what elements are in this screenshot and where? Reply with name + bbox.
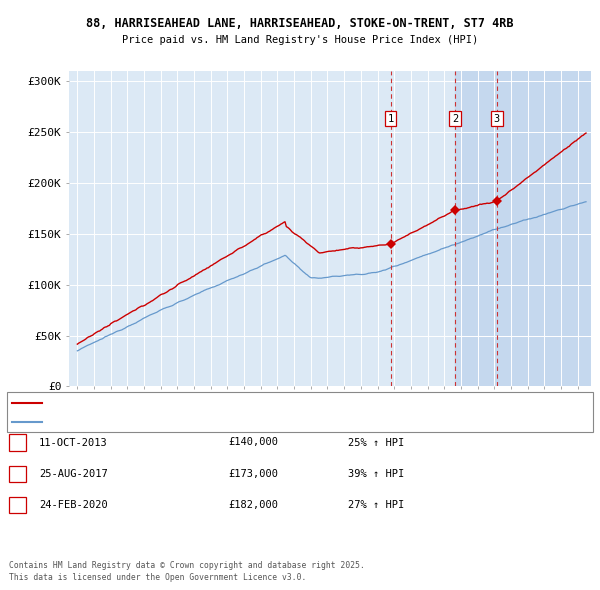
Text: Price paid vs. HM Land Registry's House Price Index (HPI): Price paid vs. HM Land Registry's House … (122, 35, 478, 44)
Bar (455, 71, 595, 386)
Text: 1: 1 (14, 438, 20, 447)
Text: £140,000: £140,000 (228, 438, 278, 447)
Text: 24-FEB-2020: 24-FEB-2020 (39, 500, 108, 510)
Text: 88, HARRISEAHEAD LANE, HARRISEAHEAD, STOKE-ON-TRENT, ST7 4RB: 88, HARRISEAHEAD LANE, HARRISEAHEAD, STO… (86, 17, 514, 30)
Text: HPI: Average price, semi-detached house, Newcastle-under-Lyme: HPI: Average price, semi-detached house,… (46, 417, 351, 427)
Text: 2: 2 (452, 114, 458, 124)
Text: 3: 3 (14, 500, 20, 510)
Text: 39% ↑ HPI: 39% ↑ HPI (348, 469, 404, 478)
Text: 27% ↑ HPI: 27% ↑ HPI (348, 500, 404, 510)
Text: 1: 1 (388, 114, 394, 124)
Text: £173,000: £173,000 (228, 469, 278, 478)
Text: 3: 3 (494, 114, 500, 124)
Text: 25-AUG-2017: 25-AUG-2017 (39, 469, 108, 478)
Text: 11-OCT-2013: 11-OCT-2013 (39, 438, 108, 447)
Text: 25% ↑ HPI: 25% ↑ HPI (348, 438, 404, 447)
Text: £182,000: £182,000 (228, 500, 278, 510)
Text: 2: 2 (14, 469, 20, 478)
Text: 88, HARRISEAHEAD LANE, HARRISEAHEAD, STOKE-ON-TRENT, ST7 4RB (semi-detached hous: 88, HARRISEAHEAD LANE, HARRISEAHEAD, STO… (46, 398, 456, 408)
Text: Contains HM Land Registry data © Crown copyright and database right 2025.
This d: Contains HM Land Registry data © Crown c… (9, 560, 365, 582)
